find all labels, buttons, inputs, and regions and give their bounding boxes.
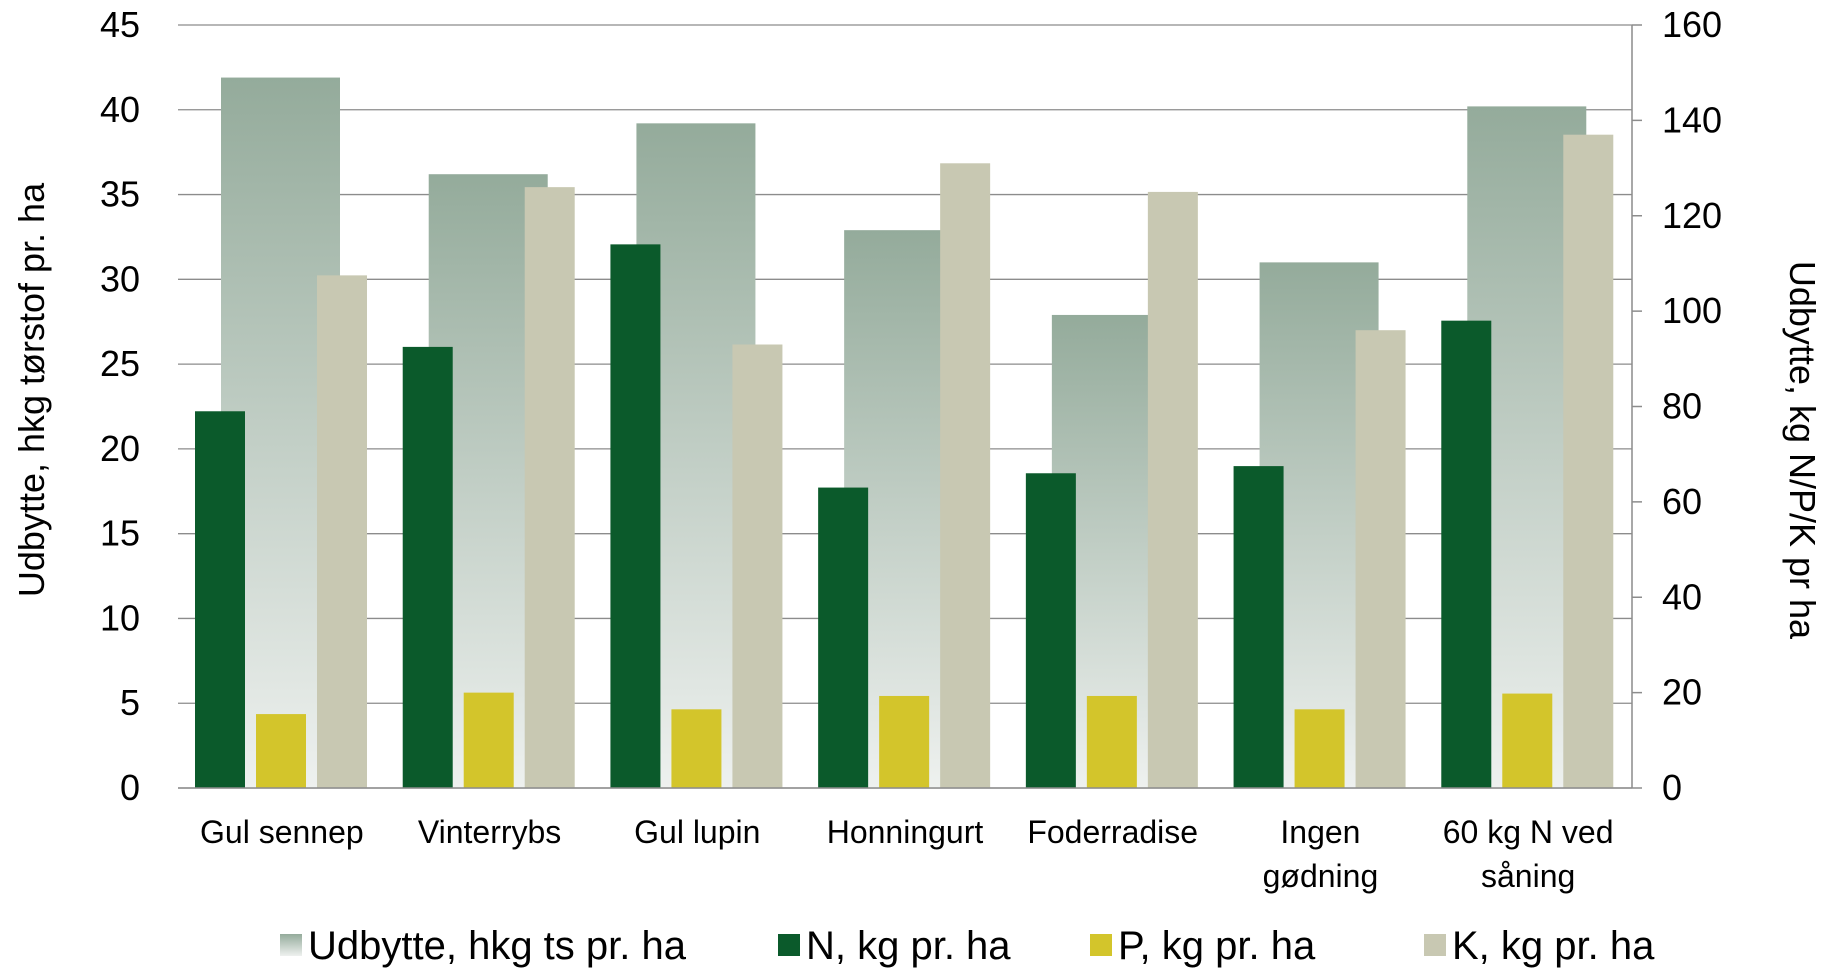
left-tick-label-8: 40 [100,89,140,130]
right-tick-label-2: 40 [1662,576,1702,617]
bar-p-6 [1502,693,1553,788]
bar-p-5 [1294,709,1345,788]
legend-label-3: K, kg pr. ha [1452,924,1655,968]
category-label-2: Gul lupin [634,814,760,850]
right-tick-label-8: 160 [1662,4,1722,45]
left-tick-label-1: 5 [120,682,140,723]
legend-swatch-0 [280,934,302,956]
axes [178,24,1642,789]
right-tick-label-7: 140 [1662,99,1722,140]
category-label-3: Honningurt [827,814,984,850]
category-label-6-line-0: 60 kg N ved [1443,814,1614,850]
left-tick-label-2: 10 [100,597,140,638]
left-axis-title: Udbytte, hkg tørstof pr. ha [11,182,52,597]
right-tick-label-1: 20 [1662,672,1702,713]
right-tick-label-4: 80 [1662,386,1702,427]
category-label-0: Gul sennep [200,814,364,850]
legend-swatch-2 [1090,934,1112,956]
bar-p-0 [256,714,306,788]
left-axis-ticks: 0 5 10 15 20 25 30 35 40 45 [100,4,140,808]
category-label-1: Vinterrybs [418,814,561,850]
category-labels: Gul sennep Vinterrybs Gul lupin Honningurt F… [200,814,1614,894]
right-tick-label-6: 120 [1662,195,1722,236]
bar-k-0 [317,275,367,788]
bar-n-2 [610,244,661,789]
left-tick-label-6: 30 [100,258,140,299]
bar-n-6 [1441,320,1492,788]
right-tick-label-0: 0 [1662,767,1682,808]
right-tick-label-5: 100 [1662,290,1722,331]
right-tick-label-3: 60 [1662,481,1702,522]
category-label-4: Foderradise [1027,814,1198,850]
bar-k-1 [524,187,575,788]
legend-swatch-1 [778,934,800,956]
legend-label-2: P, kg pr. ha [1118,924,1316,968]
left-tick-label-5: 25 [100,343,140,384]
legend-label-0: Udbytte, hkg ts pr. ha [308,924,687,968]
bar-n-5 [1233,466,1284,788]
bar-p-3 [879,695,930,788]
left-tick-label-4: 20 [100,428,140,469]
nutrient-bars [195,134,1614,789]
bar-k-3 [940,163,991,788]
bar-p-4 [1086,695,1137,788]
left-tick-label-3: 15 [100,513,140,554]
left-tick-label-7: 35 [100,174,140,215]
legend-label-1: N, kg pr. ha [806,924,1011,968]
bar-n-3 [818,487,869,788]
legend: Udbytte, hkg ts pr. ha N, kg pr. ha P, kg … [280,924,1655,968]
right-axis-ticks: 0 20 40 60 80 100 120 140 160 [1662,4,1722,808]
category-label-5-line-1: gødning [1263,858,1379,894]
bar-k-5 [1355,330,1406,788]
bar-n-4 [1025,473,1076,788]
bar-p-2 [671,709,722,788]
category-label-6-line-1: såning [1481,858,1575,894]
bar-p-1 [463,692,514,788]
bar-n-1 [402,346,453,788]
left-tick-label-9: 45 [100,4,140,45]
bar-n-0 [195,411,245,788]
bar-k-6 [1563,134,1614,788]
category-label-5-line-0: Ingen [1280,814,1360,850]
right-axis-title: Udbytte, kg N/P/K pr ha [1782,261,1823,640]
left-tick-label-0: 0 [120,767,140,808]
bar-k-2 [732,344,783,788]
legend-swatch-3 [1424,934,1446,956]
bar-k-4 [1147,191,1198,788]
